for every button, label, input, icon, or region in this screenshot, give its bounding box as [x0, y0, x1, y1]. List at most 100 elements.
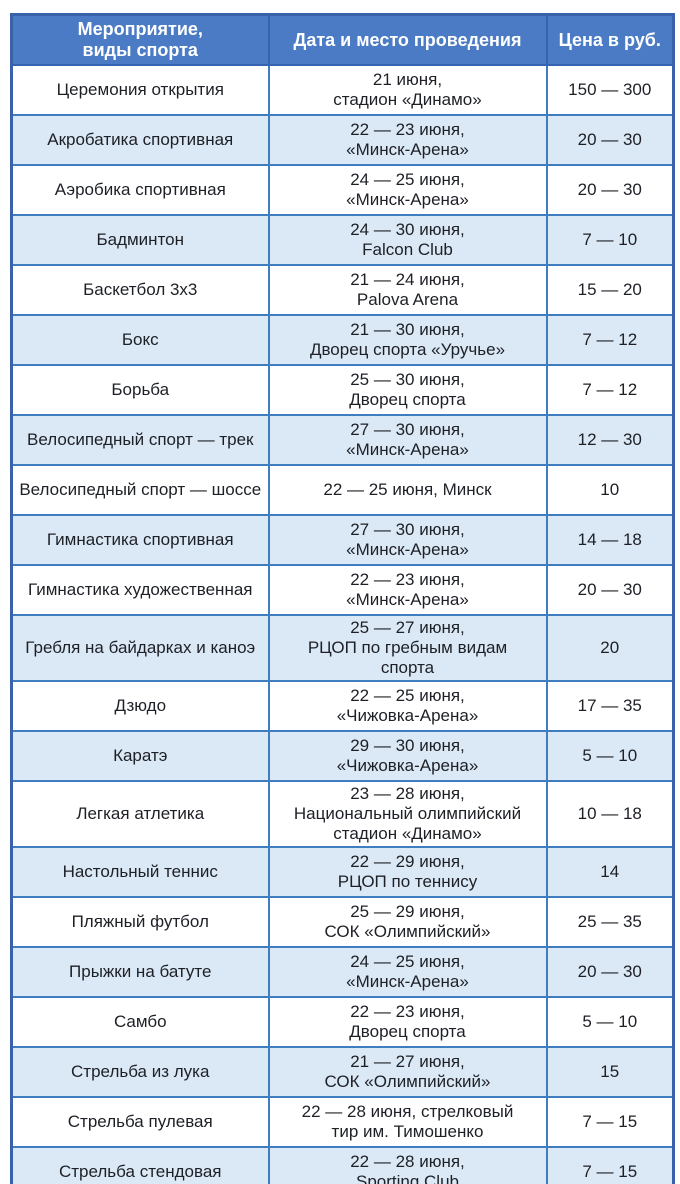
table-row: Гимнастика спортивная 27 — 30 июня, «Минс…: [10, 514, 675, 566]
date-line: 22 — 23 июня,: [350, 570, 465, 589]
price-cell: 12 — 30: [545, 414, 675, 466]
price-cell: 17 — 35: [545, 680, 675, 732]
date-cell: 25 — 30 июня, Дворец спорта: [267, 364, 548, 416]
table-row: Каратэ 29 — 30 июня, «Чижовка-Арена» 5 — …: [10, 730, 675, 782]
date-line: 22 — 23 июня,: [350, 120, 465, 139]
date-line: стадион «Динамо»: [333, 90, 482, 109]
date-line: 22 — 23 июня,: [350, 1002, 465, 1021]
date-line: Дворец спорта: [349, 390, 466, 409]
table-header: Мероприятие, виды спорта Дата и место пр…: [10, 13, 675, 66]
price-cell: 7 — 12: [545, 314, 675, 366]
date-line: 22 — 28 июня, стрелковый: [301, 1102, 514, 1121]
date-line: стадион «Динамо»: [333, 824, 482, 843]
price-cell: 20: [545, 614, 675, 682]
date-cell: 21 — 27 июня, СОК «Олимпийский»: [267, 1046, 548, 1098]
date-line: 25 — 29 июня,: [350, 902, 465, 921]
event-cell: Пляжный футбол: [10, 896, 270, 948]
table-row: Настольный теннис 22 — 29 июня, РЦОП по т…: [10, 846, 675, 898]
table-row: Акробатика спортивная 22 — 23 июня, «Минс…: [10, 114, 675, 166]
date-line: «Чижовка-Арена»: [336, 756, 479, 775]
event-cell: Баскетбол 3x3: [10, 264, 270, 316]
date-line: «Минск-Арена»: [346, 972, 469, 991]
header-price-column: Цена в руб.: [545, 13, 675, 66]
event-cell: Стрельба стендовая: [10, 1146, 270, 1184]
price-cell: 7 — 10: [545, 214, 675, 266]
table-row: Стрельба стендовая 22 — 28 июня, Sporting…: [10, 1146, 675, 1184]
price-cell: 20 — 30: [545, 946, 675, 998]
table-row: Стрельба пулевая 22 — 28 июня, стрелковы…: [10, 1096, 675, 1148]
event-cell: Легкая атлетика: [10, 780, 270, 848]
header-event-line1: Мероприятие,: [77, 19, 203, 39]
price-cell: 10 — 18: [545, 780, 675, 848]
price-cell: 20 — 30: [545, 564, 675, 616]
event-cell: Стрельба пулевая: [10, 1096, 270, 1148]
table-row: Велосипедный спорт — трек 27 — 30 июня, «…: [10, 414, 675, 466]
table-row: Самбо 22 — 23 июня, Дворец спорта 5 — 10: [10, 996, 675, 1048]
event-cell: Гимнастика спортивная: [10, 514, 270, 566]
date-line: «Минск-Арена»: [346, 440, 469, 459]
date-line: Sporting Club: [355, 1172, 459, 1184]
date-line: 27 — 30 июня,: [350, 420, 465, 439]
price-cell: 20 — 30: [545, 164, 675, 216]
date-cell: 22 — 28 июня, Sporting Club: [267, 1146, 548, 1184]
price-cell: 25 — 35: [545, 896, 675, 948]
event-cell: Велосипедный спорт — шоссе: [10, 464, 270, 516]
date-cell: 24 — 25 июня, «Минск-Арена»: [267, 946, 548, 998]
date-line: «Чижовка-Арена»: [336, 706, 479, 725]
price-cell: 5 — 10: [545, 730, 675, 782]
date-cell: 24 — 30 июня, Falcon Club: [267, 214, 548, 266]
date-line: 29 — 30 июня,: [350, 736, 465, 755]
table-row: Легкая атлетика 23 — 28 июня, Национальны…: [10, 780, 675, 848]
table-row: Баскетбол 3x3 21 — 24 июня, Palova Arena …: [10, 264, 675, 316]
price-cell: 7 — 15: [545, 1146, 675, 1184]
date-line: 25 — 30 июня,: [350, 370, 465, 389]
date-line: РЦОП по теннису: [337, 872, 478, 891]
event-cell: Настольный теннис: [10, 846, 270, 898]
table-row: Дзюдо 22 — 25 июня, «Чижовка-Арена» 17 — …: [10, 680, 675, 732]
date-cell: 25 — 29 июня, СОК «Олимпийский»: [267, 896, 548, 948]
date-line: 25 — 27 июня,: [350, 618, 465, 637]
date-line: «Минск-Арена»: [346, 140, 469, 159]
date-cell: 22 — 29 июня, РЦОП по теннису: [267, 846, 548, 898]
event-cell: Бадминтон: [10, 214, 270, 266]
date-line: 24 — 25 июня,: [350, 170, 465, 189]
table-row: Велосипедный спорт — шоссе 22 — 25 июня,…: [10, 464, 675, 516]
date-line: Дворец спорта: [349, 1022, 466, 1041]
events-schedule-table-wrap: Мероприятие, виды спорта Дата и место пр…: [10, 13, 675, 1184]
table-row: Пляжный футбол 25 — 29 июня, СОК «Олимпий…: [10, 896, 675, 948]
table-row: Борьба 25 — 30 июня, Дворец спорта 7 — 12: [10, 364, 675, 416]
date-cell: 25 — 27 июня, РЦОП по гребным видам спорта: [267, 614, 548, 682]
event-cell: Гимнастика художественная: [10, 564, 270, 616]
table-row: Церемония открытия 21 июня, стадион «Дина…: [10, 64, 675, 116]
date-line: 22 — 25 июня,: [350, 686, 465, 705]
event-cell: Самбо: [10, 996, 270, 1048]
date-line: Falcon Club: [362, 240, 453, 259]
table-row: Гимнастика художественная 22 — 23 июня, «…: [10, 564, 675, 616]
event-cell: Акробатика спортивная: [10, 114, 270, 166]
date-line: СОК «Олимпийский»: [324, 922, 491, 941]
table-body: Церемония открытия 21 июня, стадион «Дина…: [10, 64, 675, 1184]
price-cell: 150 — 300: [545, 64, 675, 116]
date-line: 21 — 30 июня,: [350, 320, 465, 339]
table-row: Бокс 21 — 30 июня, Дворец спорта «Уручье»…: [10, 314, 675, 366]
date-line: РЦОП по гребным видам: [307, 638, 508, 657]
date-line: тир им. Тимошенко: [331, 1122, 484, 1141]
event-cell: Гребля на байдарках и каноэ: [10, 614, 270, 682]
event-cell: Аэробика спортивная: [10, 164, 270, 216]
event-cell: Дзюдо: [10, 680, 270, 732]
price-cell: 10: [545, 464, 675, 516]
price-cell: 14: [545, 846, 675, 898]
event-cell: Прыжки на батуте: [10, 946, 270, 998]
date-line: Дворец спорта «Уручье»: [309, 340, 506, 359]
date-line: спорта: [380, 658, 435, 677]
date-cell: 22 — 25 июня, «Чижовка-Арена»: [267, 680, 548, 732]
header-row: Мероприятие, виды спорта Дата и место пр…: [10, 13, 675, 66]
date-line: 21 июня,: [372, 70, 443, 89]
event-cell: Стрельба из лука: [10, 1046, 270, 1098]
table-row: Стрельба из лука 21 — 27 июня, СОК «Олимп…: [10, 1046, 675, 1098]
date-line: 21 — 24 июня,: [350, 270, 465, 289]
date-cell: 21 — 30 июня, Дворец спорта «Уручье»: [267, 314, 548, 366]
date-line: 24 — 25 июня,: [350, 952, 465, 971]
date-line: 22 — 29 июня,: [350, 852, 465, 871]
